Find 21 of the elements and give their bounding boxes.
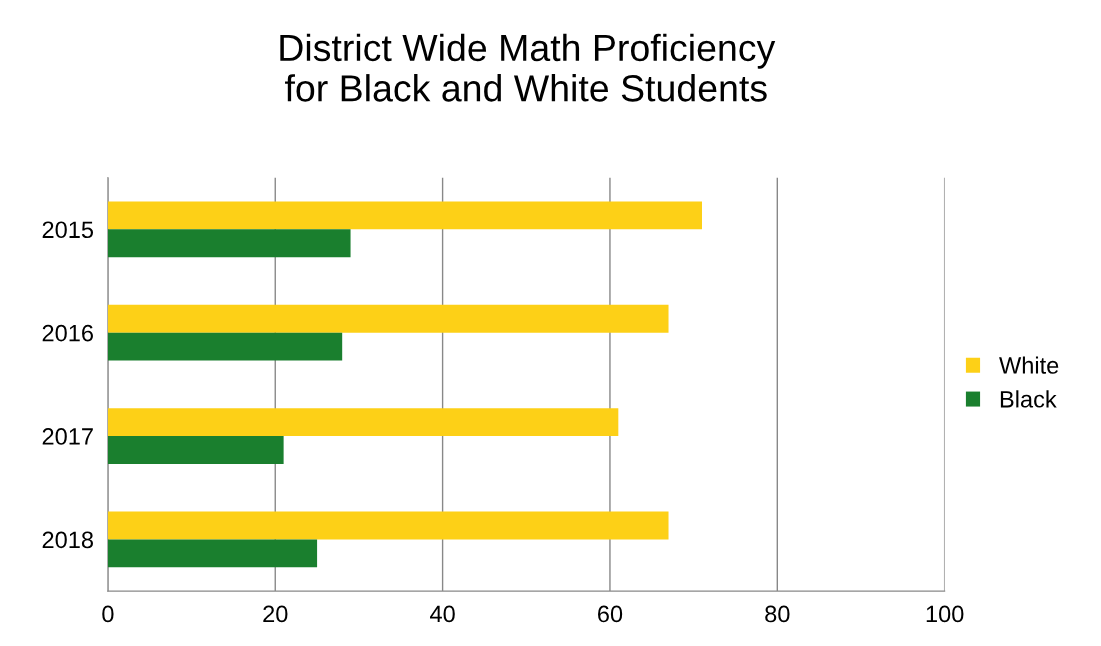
x-tick-label: 60 xyxy=(598,605,623,623)
legend-label: White xyxy=(999,356,1059,374)
bar xyxy=(107,304,669,333)
chart-title: District Wide Math Proficiency for Black and White Students xyxy=(280,33,776,102)
x-tick-label: 0 xyxy=(102,605,114,623)
y-tick-label: 2018 xyxy=(42,531,93,549)
y-tick-label: 2016 xyxy=(42,324,93,342)
bar xyxy=(107,201,702,230)
y-tick-label: 2015 xyxy=(42,221,94,239)
bar xyxy=(107,229,351,258)
bar xyxy=(107,332,343,361)
x-tick-label: 100 xyxy=(926,605,964,623)
bar xyxy=(107,539,318,568)
legend-label: Black xyxy=(1000,390,1057,408)
x-tick-label: 40 xyxy=(430,605,455,623)
bar xyxy=(107,511,669,540)
x-tick-label: 80 xyxy=(765,605,790,623)
bar xyxy=(107,408,619,437)
bar xyxy=(107,436,284,464)
x-tick-label: 20 xyxy=(263,605,288,623)
y-tick-label: 2017 xyxy=(42,428,93,445)
